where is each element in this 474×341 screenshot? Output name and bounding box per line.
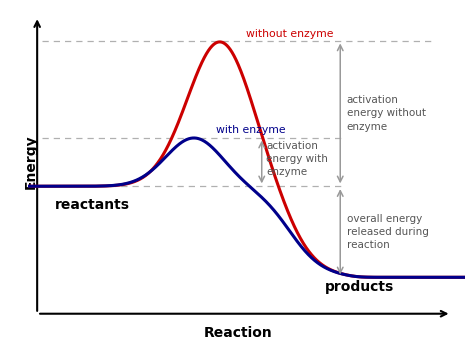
Text: Reaction: Reaction — [203, 326, 272, 340]
Text: products: products — [325, 280, 394, 294]
Text: overall energy
released during
reaction: overall energy released during reaction — [347, 213, 428, 250]
Text: reactants: reactants — [55, 198, 129, 212]
Text: Energy: Energy — [24, 135, 37, 189]
Text: activation
energy with
enzyme: activation energy with enzyme — [266, 141, 328, 177]
Text: without enzyme: without enzyme — [246, 29, 334, 39]
Text: activation
energy without
enzyme: activation energy without enzyme — [347, 95, 426, 132]
Text: with enzyme: with enzyme — [216, 125, 285, 135]
